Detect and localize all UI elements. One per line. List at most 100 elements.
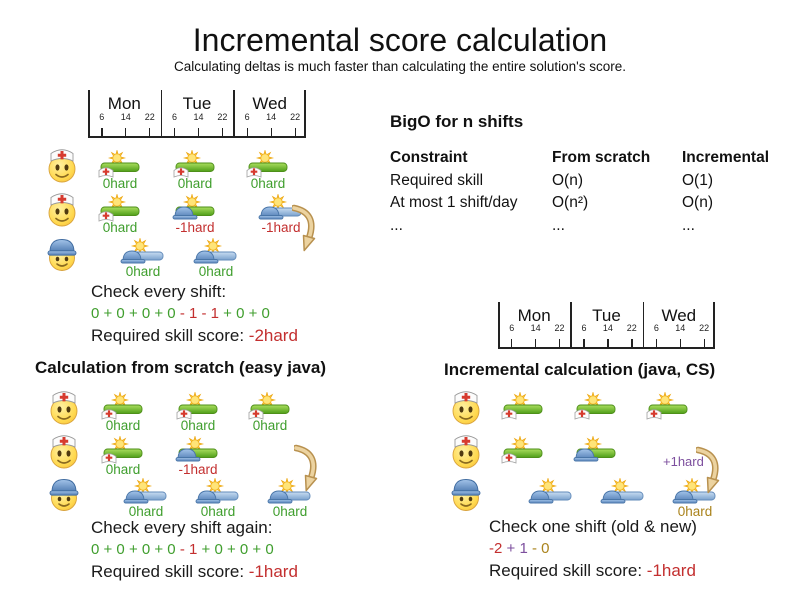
timeline-day-label: Tue	[592, 306, 621, 325]
page-subtitle: Calculating deltas is much faster than c…	[173, 59, 627, 74]
timeline-day-label: Tue	[182, 94, 212, 113]
nurse-hat-icon	[98, 211, 114, 222]
nurse-hat-icon	[101, 453, 117, 464]
bigo-cell: At most 1 shift/day	[390, 194, 518, 211]
timeline-tick	[173, 128, 176, 137]
nurse-hat-icon	[246, 167, 262, 178]
sun-icon	[203, 236, 223, 256]
caption-line: Check every shift:	[91, 282, 227, 301]
shift-icon	[645, 390, 691, 420]
shift-score-label: 0hard	[177, 176, 213, 191]
sun-icon	[277, 476, 297, 496]
sun-icon	[205, 476, 225, 496]
shift-score-label: 0hard	[102, 176, 138, 191]
timeline-hour-label: 6	[653, 323, 659, 333]
nurse-hat-icon	[574, 409, 590, 420]
timeline-baseline	[498, 347, 715, 349]
sun-icon	[110, 390, 130, 410]
nurse-emoji	[450, 434, 482, 469]
timeline-hour-label: 22	[290, 112, 301, 122]
timeline-hour-label: 6	[99, 112, 105, 122]
timeline-border	[88, 90, 90, 138]
bigo-cell: Required skill	[390, 171, 484, 189]
shift-score-label: -1hard	[175, 220, 215, 235]
shift-score-label: 0hard	[250, 176, 286, 191]
timeline-hour-label: 22	[699, 323, 710, 333]
nurse-emoji	[450, 390, 482, 425]
caption-check-every-shift-again: Check every shift again: 0 + 0 + 0 + 0 -…	[91, 517, 298, 583]
shift-icon	[97, 192, 143, 222]
timeline-tick	[631, 339, 633, 348]
shift-icon	[528, 476, 574, 506]
worker-emoji	[48, 476, 80, 511]
worker-cap-icon	[195, 490, 221, 504]
timeline-border	[233, 90, 235, 138]
timeline-border	[498, 302, 500, 349]
shift-icon	[175, 434, 221, 464]
timeline-right: Mon Tue Wed 6 14 22 6 14 22 6 14 22	[498, 302, 715, 349]
nurse-icon	[50, 435, 78, 469]
shift-icon	[672, 476, 718, 506]
score-prefix: Required skill score:	[489, 561, 647, 580]
nurse-icon	[48, 193, 76, 227]
bigo-title: BigO for n shifts	[390, 112, 524, 131]
worker-cap-icon	[672, 490, 698, 504]
sun-icon	[133, 476, 153, 496]
bigo-table: Constraint From scratch Incremental Requ…	[390, 147, 794, 237]
shift-score-label: 0hard	[677, 504, 713, 519]
caption-score-line: Required skill score: -1hard	[489, 560, 697, 582]
timeline-day-label: Wed	[252, 94, 287, 113]
score-term: 0 + 0 + 0 + 0	[91, 305, 176, 322]
sun-icon	[583, 390, 603, 410]
shift-icon	[573, 390, 619, 420]
sun-icon	[682, 476, 702, 496]
caption-check-one-shift: Check one shift (old & new) -2 + 1 - 0 R…	[489, 516, 697, 582]
bigo-panel: BigO for n shifts Constraint From scratc…	[390, 112, 794, 237]
worker-cap-icon	[193, 250, 219, 264]
timeline-hour-label: 6	[509, 323, 515, 333]
section-heading-from-scratch: Calculation from scratch (easy java)	[35, 358, 327, 377]
timeline-hour-label: 14	[602, 323, 613, 333]
nurse-hat-icon	[646, 409, 662, 420]
nurse-hat-icon	[98, 167, 114, 178]
shift-icon	[500, 434, 546, 464]
shift-score-label: 0hard	[128, 504, 164, 519]
move-arrow-icon	[694, 446, 720, 494]
shift-icon	[245, 148, 291, 178]
score-value: -2hard	[248, 326, 298, 345]
sun-icon	[510, 434, 530, 454]
timeline-hour-label: 22	[626, 323, 637, 333]
timeline-hour-label: 14	[120, 112, 131, 122]
shift-score-label: 0hard	[272, 504, 308, 519]
sun-icon	[130, 236, 150, 256]
caption-line: Check one shift (old & new)	[489, 517, 697, 536]
shift-icon	[175, 390, 221, 420]
score-delta-annotation: +1hard	[663, 454, 704, 469]
nurse-hat-icon	[501, 409, 517, 420]
section-heading-incremental: Incremental calculation (java, CS)	[444, 360, 716, 379]
timeline-baseline	[88, 136, 306, 138]
score-math: 0 + 0 + 0 + 0 - 1 + 0 + 0 + 0	[91, 539, 298, 561]
nurse-hat-icon	[248, 409, 264, 420]
shift-score-label: -1hard	[178, 462, 218, 477]
caption-check-every-shift: Check every shift: 0 + 0 + 0 + 0 - 1 - 1…	[91, 281, 298, 347]
shift-icon	[267, 476, 313, 506]
shift-icon	[500, 390, 546, 420]
timeline-tick	[511, 339, 513, 348]
move-arrow-icon	[292, 444, 318, 492]
timeline-tick	[294, 128, 296, 137]
bigo-cell: O(n)	[682, 194, 713, 211]
timeline-border	[713, 302, 715, 349]
sun-icon	[583, 434, 603, 454]
sun-icon	[182, 192, 202, 212]
timeline-border	[304, 90, 306, 138]
score-math: -2 + 1 - 0	[489, 538, 697, 560]
sun-icon	[610, 476, 630, 496]
nurse-hat-icon	[101, 409, 117, 420]
worker-cap-icon	[267, 490, 293, 504]
move-arrow	[290, 204, 318, 254]
bigo-header-constraint: Constraint	[390, 149, 468, 166]
nurse-icon	[452, 435, 480, 469]
timeline-hour-label: 14	[530, 323, 541, 333]
shift-score-label: 0hard	[252, 418, 288, 433]
